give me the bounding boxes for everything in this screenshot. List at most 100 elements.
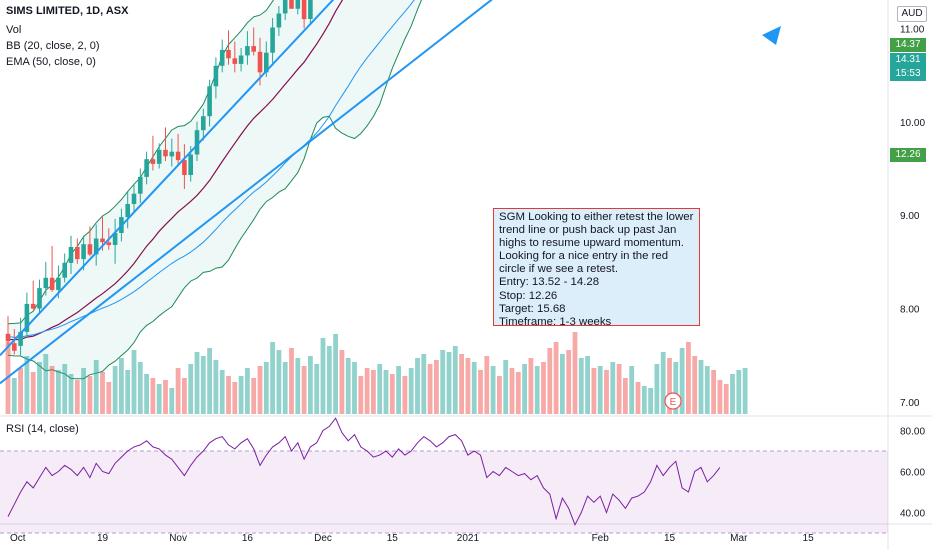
time-tick-label: 15	[803, 533, 815, 544]
candle-body	[188, 154, 193, 175]
volume-bar	[503, 360, 509, 414]
candle	[81, 235, 86, 271]
time-tick-label: 15	[387, 533, 399, 544]
volume-bar	[623, 378, 628, 414]
rsi-band	[0, 451, 888, 533]
candle	[87, 226, 93, 257]
volume-bar	[459, 354, 464, 414]
volume-bar	[74, 380, 80, 414]
volume-bar	[560, 354, 565, 414]
bb-upper	[7, 0, 274, 325]
volume-bar	[742, 368, 748, 414]
volume-bar	[169, 388, 175, 414]
volume-bar	[18, 368, 23, 414]
indicator-rsi: RSI (14, close)	[6, 423, 79, 435]
candle-body	[276, 13, 282, 28]
volume-bar	[515, 372, 521, 414]
candle	[93, 224, 99, 266]
time-tick-label: 19	[97, 533, 109, 544]
candle	[112, 218, 118, 264]
volume-bar	[604, 370, 609, 414]
candle-body	[245, 46, 250, 56]
candle	[232, 41, 238, 73]
price-tick-label: 10.00	[900, 118, 925, 129]
volume-bar	[144, 374, 149, 414]
candle	[301, 0, 307, 29]
candle-body	[12, 343, 17, 351]
note-line: trend line or push back up past Jan	[499, 224, 677, 237]
volume-bar	[87, 376, 93, 414]
volume-bar	[326, 346, 332, 414]
volume-bar	[106, 382, 112, 414]
candle-body	[308, 0, 313, 19]
rsi-tick-label: 80.00	[900, 427, 925, 438]
volume-bar	[698, 360, 704, 414]
trade-note[interactable]: SGM Looking to either retest the lower t…	[493, 208, 700, 328]
volume-bar	[427, 364, 433, 414]
candle-body	[219, 49, 225, 66]
volume-bar	[478, 370, 483, 414]
candle-body	[125, 204, 130, 218]
candle-body	[5, 333, 11, 342]
earnings-marker-circle	[664, 392, 682, 410]
volume-bar	[56, 370, 61, 414]
candle-body	[18, 331, 23, 346]
candle-body	[169, 151, 175, 157]
note-line: Entry: 13.52 - 14.28	[499, 276, 600, 289]
volume-bar	[686, 342, 691, 414]
volume-bar	[257, 366, 263, 414]
candle-body	[150, 159, 156, 164]
volume-bar	[345, 358, 351, 414]
volume-bar	[509, 368, 515, 414]
volume-bar	[654, 364, 660, 414]
bollinger-bands	[7, 0, 422, 380]
price-tag-last: 14.31	[890, 53, 926, 67]
volume-bar	[408, 368, 414, 414]
candle	[24, 292, 30, 338]
price-tick-label: 8.00	[900, 305, 920, 316]
note-line: Looking for a nice entry in the red	[499, 250, 669, 263]
drawings[interactable]: E	[0, 0, 888, 410]
rsi-line	[7, 417, 721, 527]
rsi-tick-label: 40.00	[900, 509, 925, 520]
candle	[163, 127, 168, 161]
candle-body	[24, 303, 30, 332]
time-tick-label: 16	[242, 533, 254, 544]
time-tick-label: 15	[664, 533, 676, 544]
volume-bar	[547, 348, 553, 414]
candle	[150, 135, 156, 171]
candle	[138, 168, 143, 204]
candle	[213, 57, 219, 99]
candle-body	[37, 288, 42, 309]
volume-bar	[200, 356, 206, 414]
volume-bar	[24, 356, 30, 414]
candle	[238, 48, 244, 72]
volume-bar	[112, 366, 118, 414]
volume-bar	[641, 386, 647, 414]
volume-bar	[484, 356, 490, 414]
volume-bar	[667, 358, 672, 414]
earnings-marker-label: E	[670, 397, 677, 408]
candle-body	[295, 0, 301, 9]
volume-bar	[320, 338, 326, 414]
volume-bar	[572, 332, 578, 414]
ema-50	[7, 0, 415, 338]
volume-bar	[207, 348, 212, 414]
volume-bar	[30, 372, 36, 414]
volume-bar	[415, 358, 420, 414]
candle	[276, 6, 282, 36]
candle-body	[156, 149, 162, 164]
volume-bar	[182, 378, 187, 414]
bb-fill	[8, 0, 422, 379]
candle	[30, 280, 36, 310]
price-tick-label: 11.00	[900, 24, 925, 35]
volume-bar	[93, 360, 99, 414]
bb-lower	[7, 0, 422, 380]
candle-body	[93, 238, 99, 255]
candle	[18, 317, 23, 356]
note-line: circle if we see a retest.	[499, 263, 619, 276]
note-line: highs to resume upward momentum.	[499, 237, 684, 250]
currency-badge[interactable]: AUD	[897, 6, 927, 22]
volume-bar	[452, 346, 458, 414]
